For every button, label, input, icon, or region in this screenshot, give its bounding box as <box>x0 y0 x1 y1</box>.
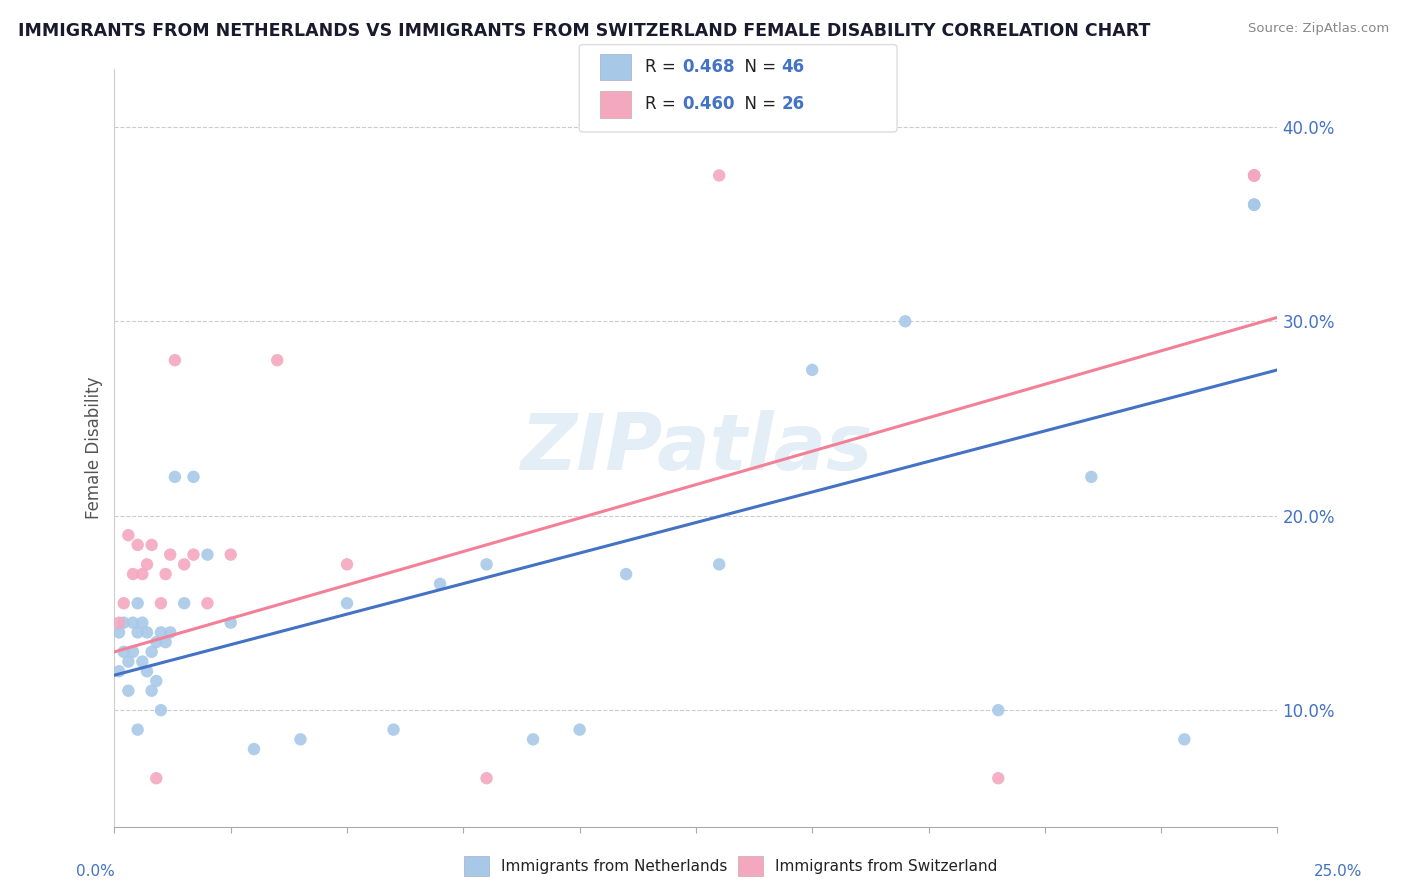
Point <box>127 723 149 737</box>
Point <box>1243 197 1265 211</box>
Point <box>987 703 1010 717</box>
Point <box>159 548 181 562</box>
Point <box>108 625 131 640</box>
Point <box>112 645 135 659</box>
Point <box>122 615 145 630</box>
Point <box>382 723 405 737</box>
Point <box>145 635 167 649</box>
Point <box>522 732 544 747</box>
Point <box>707 169 730 183</box>
Text: 0.0%: 0.0% <box>76 864 115 879</box>
Point <box>1243 169 1265 183</box>
Point <box>108 615 131 630</box>
Point <box>173 596 195 610</box>
Point <box>219 548 242 562</box>
Point <box>429 576 451 591</box>
Text: 0.468: 0.468 <box>682 58 734 76</box>
Text: R =: R = <box>645 95 682 113</box>
Point <box>173 558 195 572</box>
Point <box>336 558 359 572</box>
Text: ZIPatlas: ZIPatlas <box>520 409 872 485</box>
Text: 46: 46 <box>782 58 804 76</box>
Point <box>163 470 186 484</box>
Text: N =: N = <box>734 58 782 76</box>
Point <box>197 548 219 562</box>
Point <box>155 635 177 649</box>
Point <box>1243 169 1265 183</box>
Point <box>149 625 172 640</box>
Text: Immigrants from Netherlands: Immigrants from Netherlands <box>501 859 727 873</box>
Point <box>117 528 139 542</box>
Point <box>614 567 637 582</box>
Point <box>136 625 159 640</box>
Point <box>1243 169 1265 183</box>
Point <box>801 363 824 377</box>
Text: N =: N = <box>734 95 782 113</box>
Point <box>707 558 730 572</box>
Text: Source: ZipAtlas.com: Source: ZipAtlas.com <box>1249 22 1389 36</box>
Point <box>266 353 288 368</box>
Point <box>894 314 917 328</box>
Point <box>475 558 498 572</box>
Point <box>1243 169 1265 183</box>
Point <box>122 567 145 582</box>
Point <box>336 596 359 610</box>
Point <box>127 538 149 552</box>
Y-axis label: Female Disability: Female Disability <box>86 376 103 519</box>
Point <box>149 703 172 717</box>
Point <box>117 655 139 669</box>
Point <box>219 615 242 630</box>
Point <box>136 558 159 572</box>
Point <box>127 625 149 640</box>
Point <box>141 538 163 552</box>
Point <box>112 596 135 610</box>
Point <box>475 771 498 785</box>
Point <box>117 683 139 698</box>
Point <box>127 596 149 610</box>
Point <box>141 645 163 659</box>
Point <box>145 771 167 785</box>
Point <box>183 548 205 562</box>
Point <box>145 673 167 688</box>
Point <box>131 615 153 630</box>
Point <box>108 665 131 679</box>
Point <box>568 723 591 737</box>
Point <box>131 655 153 669</box>
Point <box>163 353 186 368</box>
Point <box>1173 732 1195 747</box>
Point <box>112 615 135 630</box>
Point <box>243 742 266 756</box>
Text: R =: R = <box>645 58 682 76</box>
Point <box>1080 470 1102 484</box>
Point <box>122 645 145 659</box>
Text: IMMIGRANTS FROM NETHERLANDS VS IMMIGRANTS FROM SWITZERLAND FEMALE DISABILITY COR: IMMIGRANTS FROM NETHERLANDS VS IMMIGRANT… <box>18 22 1150 40</box>
Point <box>197 596 219 610</box>
Point <box>141 683 163 698</box>
Point <box>155 567 177 582</box>
Point <box>136 665 159 679</box>
Point <box>987 771 1010 785</box>
Text: 25.0%: 25.0% <box>1315 864 1362 879</box>
Text: 26: 26 <box>782 95 804 113</box>
Point <box>149 596 172 610</box>
Point <box>131 567 153 582</box>
Point <box>1243 197 1265 211</box>
Point <box>183 470 205 484</box>
Text: Immigrants from Switzerland: Immigrants from Switzerland <box>775 859 997 873</box>
Point <box>290 732 312 747</box>
Point <box>159 625 181 640</box>
Text: 0.460: 0.460 <box>682 95 734 113</box>
Point <box>1243 197 1265 211</box>
